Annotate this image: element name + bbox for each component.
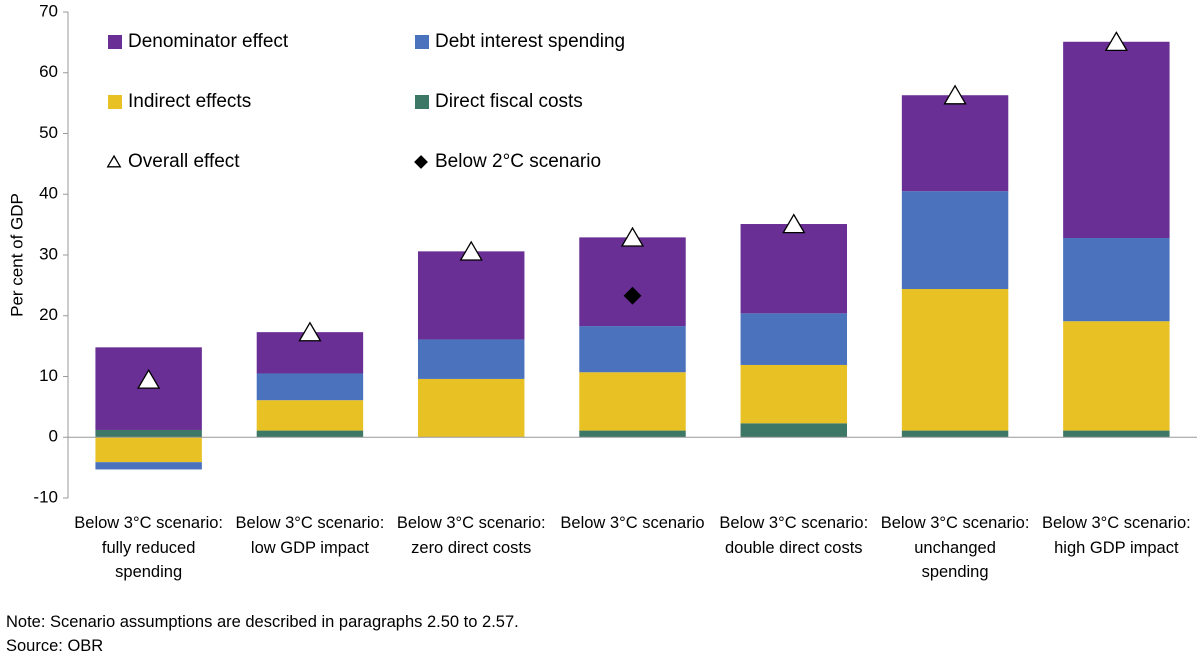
bar-segment <box>1063 430 1170 438</box>
bar-segment <box>740 364 848 424</box>
legend-marker <box>414 155 428 169</box>
legend-marker <box>106 154 122 168</box>
legend-swatch <box>415 95 429 109</box>
y-tick-label: 0 <box>49 427 58 446</box>
marker <box>137 368 161 389</box>
x-tick-label: Below 3°C scenario: zero direct costs <box>396 514 546 557</box>
bar-segment <box>579 430 686 438</box>
bar-segment <box>579 372 686 431</box>
legend-label: Direct fiscal costs <box>435 91 583 112</box>
marker <box>298 321 322 342</box>
x-tick-label: Below 3°C scenario: high GDP impact <box>1041 514 1191 557</box>
legend-label: Below 2°C scenario <box>435 151 601 172</box>
bar-segment <box>740 224 848 314</box>
x-tick-label: Below 3°C scenario: fully reduced spendi… <box>74 514 224 581</box>
y-axis-label: Per cent of GDP <box>7 193 26 317</box>
y-tick-label: 10 <box>39 366 58 385</box>
y-tick-label: 70 <box>39 1 58 20</box>
bar-segment <box>417 251 525 340</box>
source: Source: OBR <box>6 637 104 655</box>
bar-segment <box>95 429 202 438</box>
bar-segment <box>901 430 1009 438</box>
bar-segment <box>95 437 202 463</box>
bar-segment <box>256 430 364 438</box>
bar-segment <box>1063 321 1170 431</box>
bar-segment <box>901 95 1009 192</box>
legend-swatch <box>415 35 429 49</box>
y-tick-label: -10 <box>33 487 58 506</box>
x-tick-label: Below 3°C scenario: unchanged spending <box>880 514 1030 581</box>
y-tick-label: 30 <box>39 244 58 263</box>
bar-segment <box>579 237 686 327</box>
legend-swatch <box>108 95 122 109</box>
bar-segment <box>901 289 1009 431</box>
y-tick-label: 60 <box>39 62 58 81</box>
legend-label: Denominator effect <box>128 31 289 52</box>
x-tick-label: Below 3°C scenario <box>560 514 705 532</box>
bar-segment <box>901 191 1009 290</box>
legend-label: Indirect effects <box>128 91 251 112</box>
legend-label: Overall effect <box>128 151 240 172</box>
y-tick-label: 50 <box>39 123 58 142</box>
bar-segment <box>1063 237 1170 322</box>
marker <box>459 240 483 261</box>
marker <box>1104 31 1128 52</box>
bar-segment <box>256 373 364 401</box>
marker <box>620 226 645 247</box>
x-tick-label: Below 3°C scenario: double direct costs <box>719 514 869 557</box>
bar-segment <box>256 400 364 431</box>
note: Note: Scenario assumptions are described… <box>6 613 519 631</box>
bar-segment <box>1063 41 1170 238</box>
y-tick-label: 40 <box>39 184 58 203</box>
bar-segment <box>579 326 686 373</box>
bar-segment <box>740 313 848 365</box>
y-tick-label: 20 <box>39 305 58 324</box>
legend-label: Debt interest spending <box>435 31 625 52</box>
bar-segment <box>740 423 848 438</box>
bar-segment <box>417 378 525 438</box>
marker <box>943 84 967 105</box>
marker <box>782 213 806 234</box>
x-tick-label: Below 3°C scenario: low GDP impact <box>235 514 385 557</box>
bar-segment <box>417 339 525 379</box>
marker <box>623 286 642 305</box>
bar-segment <box>95 462 202 470</box>
legend-swatch <box>108 35 122 49</box>
